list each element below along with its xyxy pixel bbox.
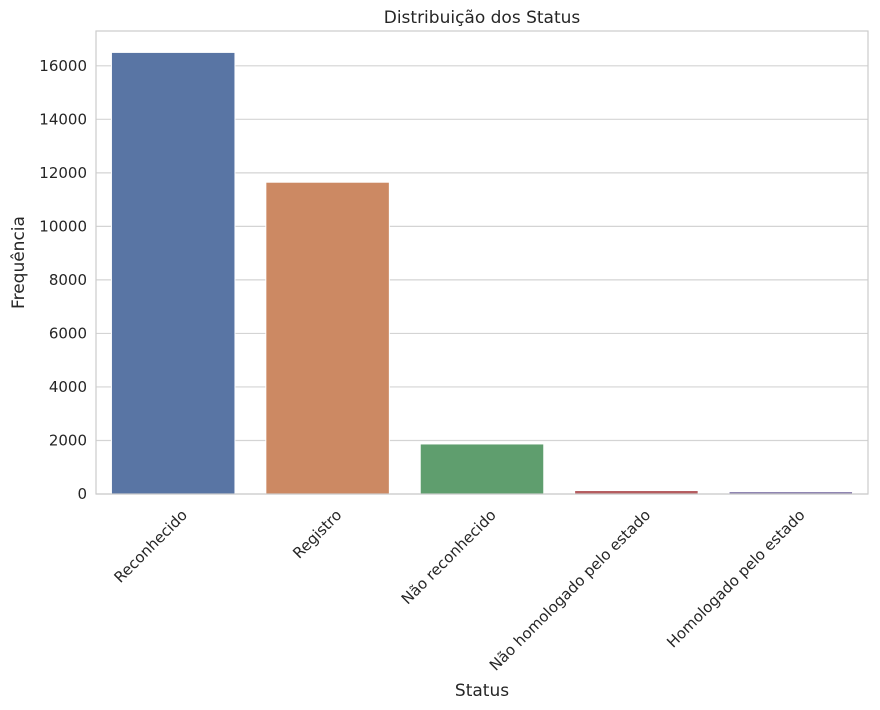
y-tick-label: 2000	[49, 431, 87, 449]
bar-1	[110, 51, 236, 495]
y-tick-label: 0	[77, 485, 87, 503]
x-tick-label: Reconhecido	[111, 506, 191, 586]
x-tick-label: Registro	[289, 506, 345, 562]
y-tick-label: 10000	[39, 217, 87, 235]
bar-2	[265, 181, 390, 495]
x-tick-label: Não reconhecido	[398, 506, 500, 608]
bars	[110, 51, 854, 495]
x-axis-title: Status	[455, 681, 509, 701]
y-tick-label: 16000	[39, 57, 87, 75]
y-tick-label: 4000	[49, 378, 87, 396]
y-tick-label: 14000	[39, 110, 87, 128]
x-tick-label: Homologado pelo estado	[663, 506, 808, 651]
bar-3	[419, 443, 545, 495]
y-tick-labels: 0 2000 4000 6000 8000 10000 12000 14000 16000	[39, 57, 87, 503]
y-tick-label: 6000	[49, 324, 87, 342]
y-tick-label: 8000	[49, 271, 87, 289]
x-tick-label: Não homologado pelo estado	[486, 506, 654, 674]
chart-title: Distribuição dos Status	[384, 8, 581, 28]
y-tick-label: 12000	[39, 164, 87, 182]
plot-frame	[95, 30, 869, 495]
y-axis-title: Frequência	[9, 216, 29, 309]
